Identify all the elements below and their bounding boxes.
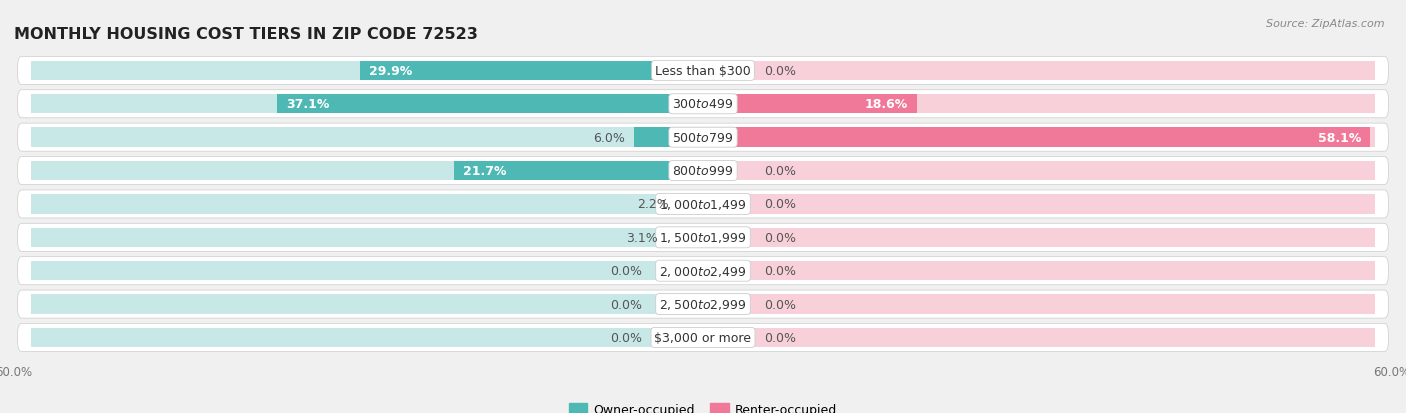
Text: $2,500 to $2,999: $2,500 to $2,999 — [659, 297, 747, 311]
FancyBboxPatch shape — [17, 257, 1389, 285]
Text: $1,500 to $1,999: $1,500 to $1,999 — [659, 231, 747, 245]
Text: $3,000 or more: $3,000 or more — [655, 331, 751, 344]
Text: Less than $300: Less than $300 — [655, 65, 751, 78]
Text: MONTHLY HOUSING COST TIERS IN ZIP CODE 72523: MONTHLY HOUSING COST TIERS IN ZIP CODE 7… — [14, 26, 478, 41]
Text: 0.0%: 0.0% — [763, 265, 796, 278]
Text: 2.2%: 2.2% — [637, 198, 669, 211]
Bar — [31, 161, 697, 181]
Text: $300 to $499: $300 to $499 — [672, 98, 734, 111]
Text: 37.1%: 37.1% — [287, 98, 329, 111]
Bar — [703, 295, 755, 314]
Bar — [31, 328, 697, 347]
Bar — [31, 128, 697, 147]
Bar — [703, 261, 755, 281]
FancyBboxPatch shape — [17, 190, 1389, 218]
Text: 18.6%: 18.6% — [865, 98, 907, 111]
Bar — [651, 295, 703, 314]
Bar — [31, 195, 697, 214]
Text: 21.7%: 21.7% — [463, 165, 506, 178]
Text: $1,000 to $1,499: $1,000 to $1,499 — [659, 197, 747, 211]
Bar — [703, 95, 917, 114]
Bar — [454, 161, 703, 181]
Bar — [703, 195, 755, 214]
Bar — [277, 95, 703, 114]
Text: $500 to $799: $500 to $799 — [672, 131, 734, 144]
Bar — [703, 328, 755, 347]
Bar — [31, 228, 697, 247]
Text: 0.0%: 0.0% — [610, 265, 643, 278]
Text: 29.9%: 29.9% — [368, 65, 412, 78]
Bar — [709, 295, 1375, 314]
FancyBboxPatch shape — [17, 157, 1389, 185]
Bar — [360, 62, 703, 81]
Text: $2,000 to $2,499: $2,000 to $2,499 — [659, 264, 747, 278]
Text: 0.0%: 0.0% — [763, 331, 796, 344]
Bar — [651, 328, 703, 347]
Bar — [709, 161, 1375, 181]
Bar — [31, 261, 697, 281]
Bar — [651, 261, 703, 281]
Bar — [709, 128, 1375, 147]
Bar — [709, 95, 1375, 114]
Bar — [668, 228, 703, 247]
Bar — [709, 228, 1375, 247]
FancyBboxPatch shape — [17, 224, 1389, 252]
Text: 0.0%: 0.0% — [763, 198, 796, 211]
Bar — [703, 161, 755, 181]
FancyBboxPatch shape — [17, 324, 1389, 351]
Text: 6.0%: 6.0% — [593, 131, 624, 144]
Bar — [709, 261, 1375, 281]
FancyBboxPatch shape — [17, 90, 1389, 119]
FancyBboxPatch shape — [17, 57, 1389, 85]
Bar — [709, 195, 1375, 214]
Text: $800 to $999: $800 to $999 — [672, 165, 734, 178]
Bar — [703, 128, 1369, 147]
Bar — [31, 62, 697, 81]
FancyBboxPatch shape — [17, 124, 1389, 152]
Bar — [709, 62, 1375, 81]
Text: 3.1%: 3.1% — [627, 231, 658, 244]
Bar — [709, 328, 1375, 347]
Bar — [31, 95, 697, 114]
Text: 0.0%: 0.0% — [763, 298, 796, 311]
Text: 0.0%: 0.0% — [763, 231, 796, 244]
Bar — [703, 228, 755, 247]
Bar — [703, 62, 755, 81]
Text: 0.0%: 0.0% — [763, 65, 796, 78]
Bar — [31, 295, 697, 314]
Text: 0.0%: 0.0% — [610, 331, 643, 344]
FancyBboxPatch shape — [17, 290, 1389, 318]
Text: 58.1%: 58.1% — [1317, 131, 1361, 144]
Text: Source: ZipAtlas.com: Source: ZipAtlas.com — [1267, 19, 1385, 28]
Text: 0.0%: 0.0% — [610, 298, 643, 311]
Bar — [634, 128, 703, 147]
Bar — [678, 195, 703, 214]
Text: 0.0%: 0.0% — [763, 165, 796, 178]
Legend: Owner-occupied, Renter-occupied: Owner-occupied, Renter-occupied — [564, 398, 842, 413]
